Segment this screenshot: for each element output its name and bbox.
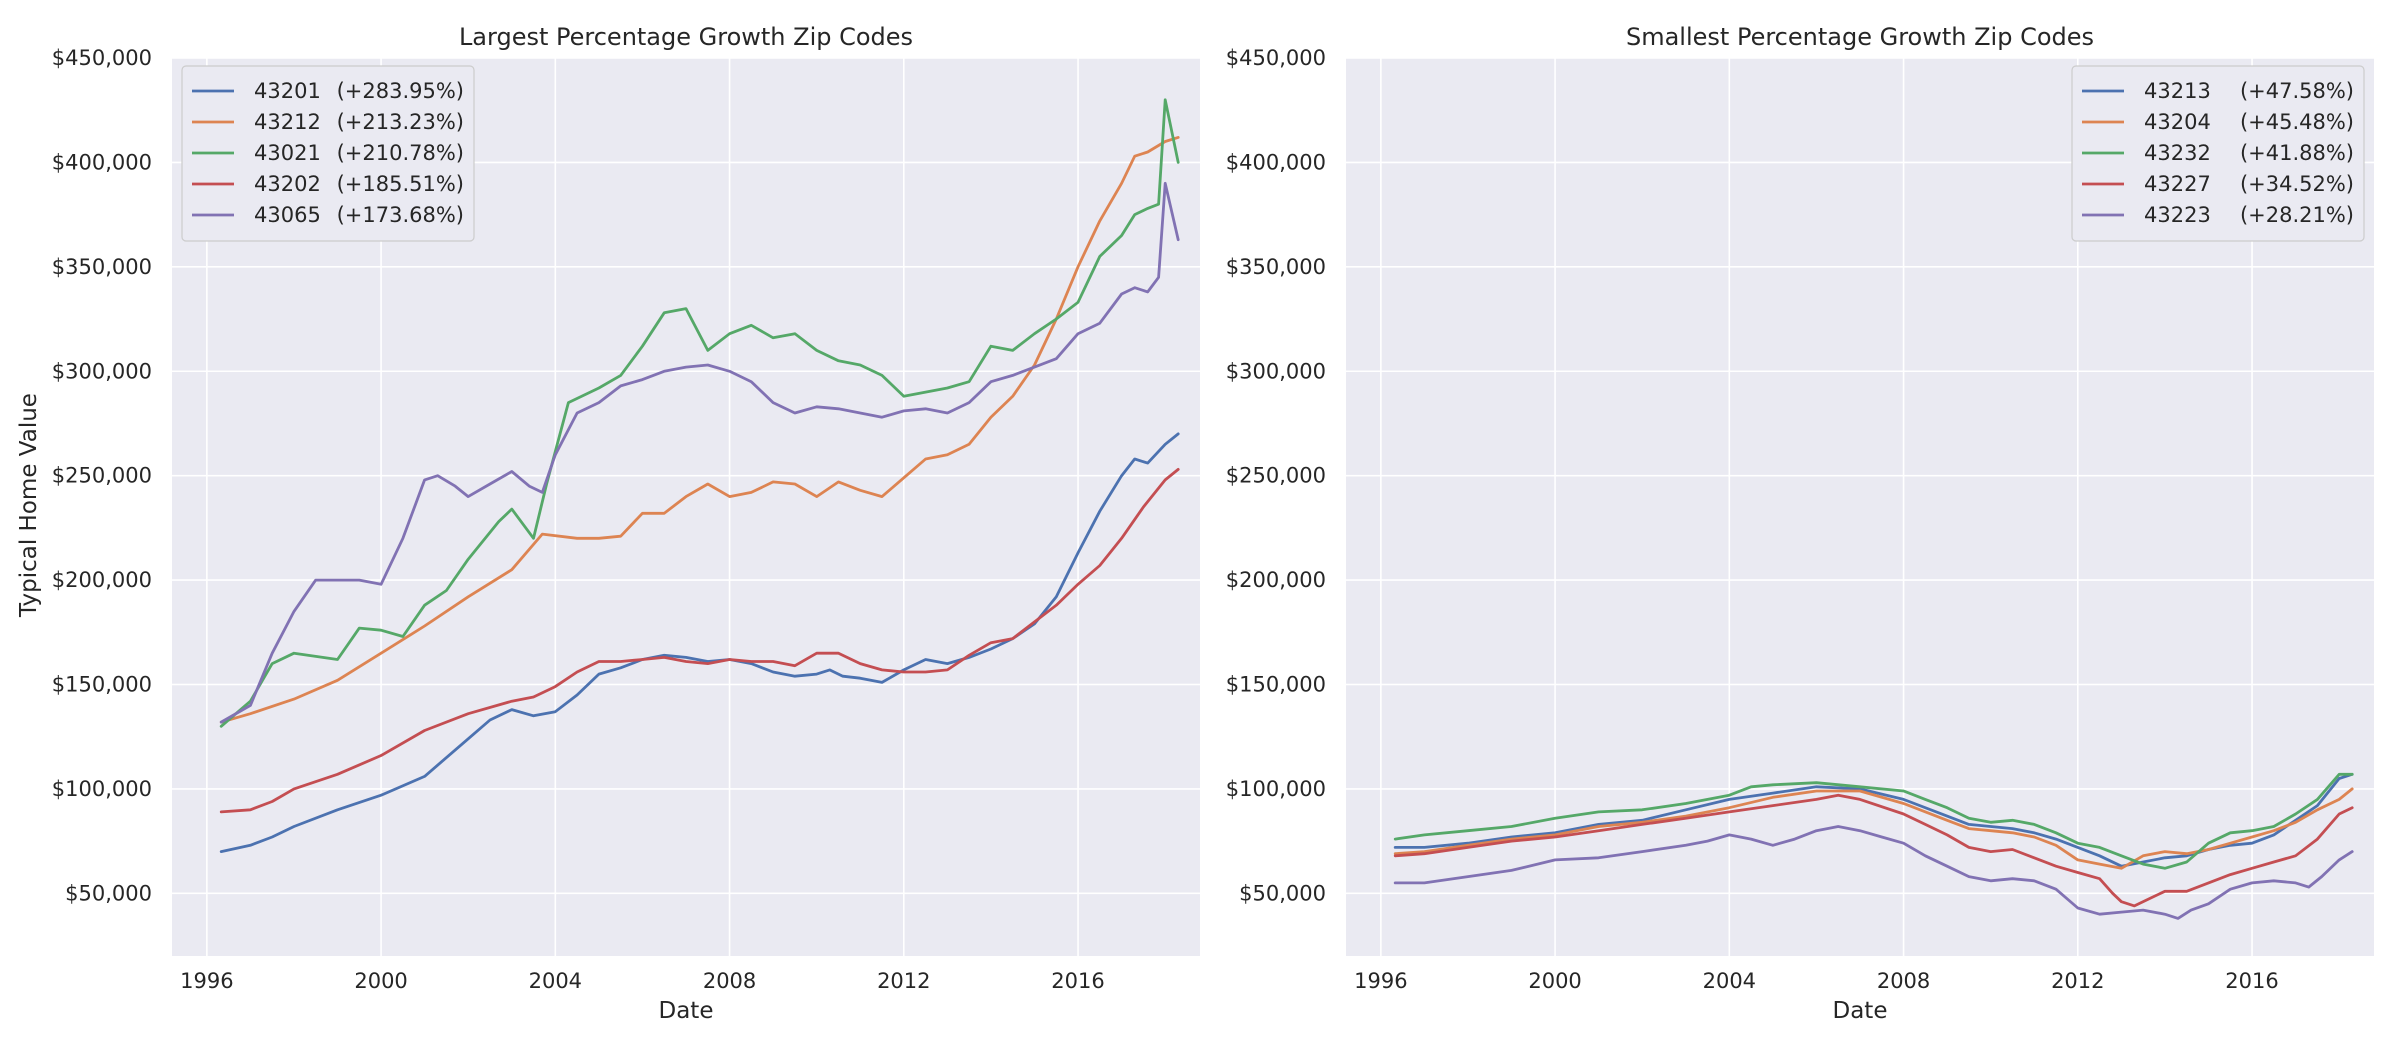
left-x-tick-label: 2008 — [703, 969, 756, 993]
right-series-line-43204 — [1393, 787, 2354, 870]
right-y-tick-label: $350,000 — [1226, 255, 1326, 279]
left-legend-box — [181, 65, 475, 242]
left-y-tick-label: $100,000 — [52, 777, 152, 801]
left-y-tick-label: $400,000 — [52, 150, 152, 174]
right-legend-box — [2071, 65, 2365, 242]
left-y-tick-label: $300,000 — [52, 359, 152, 383]
left-y-tick-label: $200,000 — [52, 568, 152, 592]
left-series-line-43201 — [219, 432, 1180, 853]
left-legend-zip: 43065 — [254, 203, 321, 227]
right-series-line-43223 — [1393, 825, 2354, 920]
right-x-tick-label: 2016 — [2225, 969, 2278, 993]
left-chart-panel: 1996 2000 2004 2008 2012 2016 $50,000 $100,000 $… — [52, 23, 1200, 1024]
left-series-line-43202 — [219, 467, 1180, 814]
left-legend-growth: (+185.51%) — [337, 172, 464, 196]
right-chart-title: Smallest Percentage Growth Zip Codes — [1626, 23, 2094, 51]
right-legend-growth: (+47.58%) — [2240, 79, 2354, 103]
right-legend-zip: 43213 — [2144, 79, 2211, 103]
left-y-tick-label: $50,000 — [65, 881, 152, 905]
right-x-tick-label: 2008 — [1877, 969, 1930, 993]
right-legend-growth: (+34.52%) — [2240, 172, 2354, 196]
left-x-tick-label: 1996 — [180, 969, 233, 993]
left-legend-growth: (+213.23%) — [337, 110, 464, 134]
left-y-tick-label: $150,000 — [52, 673, 152, 697]
right-y-tick-label: $400,000 — [1226, 150, 1326, 174]
left-x-axis-title: Date — [659, 998, 714, 1024]
left-x-tick-label: 2004 — [529, 969, 582, 993]
right-y-tick-label: $450,000 — [1226, 46, 1326, 70]
right-legend-zip: 43204 — [2144, 110, 2211, 134]
left-legend-growth: (+173.68%) — [337, 203, 464, 227]
right-legend-zip: 43227 — [2144, 172, 2211, 196]
right-y-tick-label: $300,000 — [1226, 359, 1326, 383]
right-series-line-43232 — [1393, 772, 2354, 870]
right-y-tick-label: $250,000 — [1226, 464, 1326, 488]
right-x-tick-label: 1996 — [1354, 969, 1407, 993]
right-y-tick-label: $100,000 — [1226, 777, 1326, 801]
right-legend-zip: 43232 — [2144, 141, 2211, 165]
left-legend-zip: 43212 — [254, 110, 321, 134]
left-y-tick-label: $250,000 — [52, 464, 152, 488]
right-legend-zip: 43223 — [2144, 203, 2211, 227]
left-x-tick-label: 2016 — [1051, 969, 1104, 993]
left-series-line-43212 — [219, 135, 1180, 724]
right-series-line-43227 — [1393, 793, 2354, 908]
left-x-tick-label: 2012 — [877, 969, 930, 993]
left-x-tick-label: 2000 — [354, 969, 407, 993]
left-y-tick-label: $350,000 — [52, 255, 152, 279]
left-legend-growth: (+283.95%) — [337, 79, 464, 103]
left-legend-zip: 43202 — [254, 172, 321, 196]
right-series-line-43213 — [1393, 772, 2354, 868]
left-series-group — [219, 98, 1180, 853]
left-chart-title: Largest Percentage Growth Zip Codes — [459, 23, 913, 51]
right-x-tick-label: 2012 — [2051, 969, 2104, 993]
right-x-axis-title: Date — [1833, 998, 1888, 1024]
left-legend: 43201 (+283.95%) 43212 (+213.23%) 43021 (+210… — [181, 65, 475, 242]
right-series-group — [1393, 772, 2354, 920]
left-series-line-43065 — [219, 181, 1180, 724]
right-y-tick-label: $50,000 — [1239, 881, 1326, 905]
right-chart-panel: 1996 2000 2004 2008 2012 2016 $50,000 $100,000 $… — [1226, 23, 2374, 1024]
left-y-tick-label: $450,000 — [52, 46, 152, 70]
right-legend-growth: (+28.21%) — [2240, 203, 2354, 227]
right-legend-growth: (+41.88%) — [2240, 141, 2354, 165]
right-legend: 43213 (+47.58%) 43204 (+45.48%) 43232 (+41.88… — [2071, 65, 2365, 242]
y-axis-title: Typical Home Value — [16, 393, 42, 618]
left-legend-zip: 43021 — [254, 141, 321, 165]
left-legend-zip: 43201 — [254, 79, 321, 103]
right-y-tick-label: $200,000 — [1226, 568, 1326, 592]
right-legend-growth: (+45.48%) — [2240, 110, 2354, 134]
left-series-line-43021 — [219, 98, 1180, 728]
right-y-tick-label: $150,000 — [1226, 673, 1326, 697]
right-x-tick-label: 2000 — [1528, 969, 1581, 993]
left-legend-growth: (+210.78%) — [337, 141, 464, 165]
right-x-tick-label: 2004 — [1703, 969, 1756, 993]
